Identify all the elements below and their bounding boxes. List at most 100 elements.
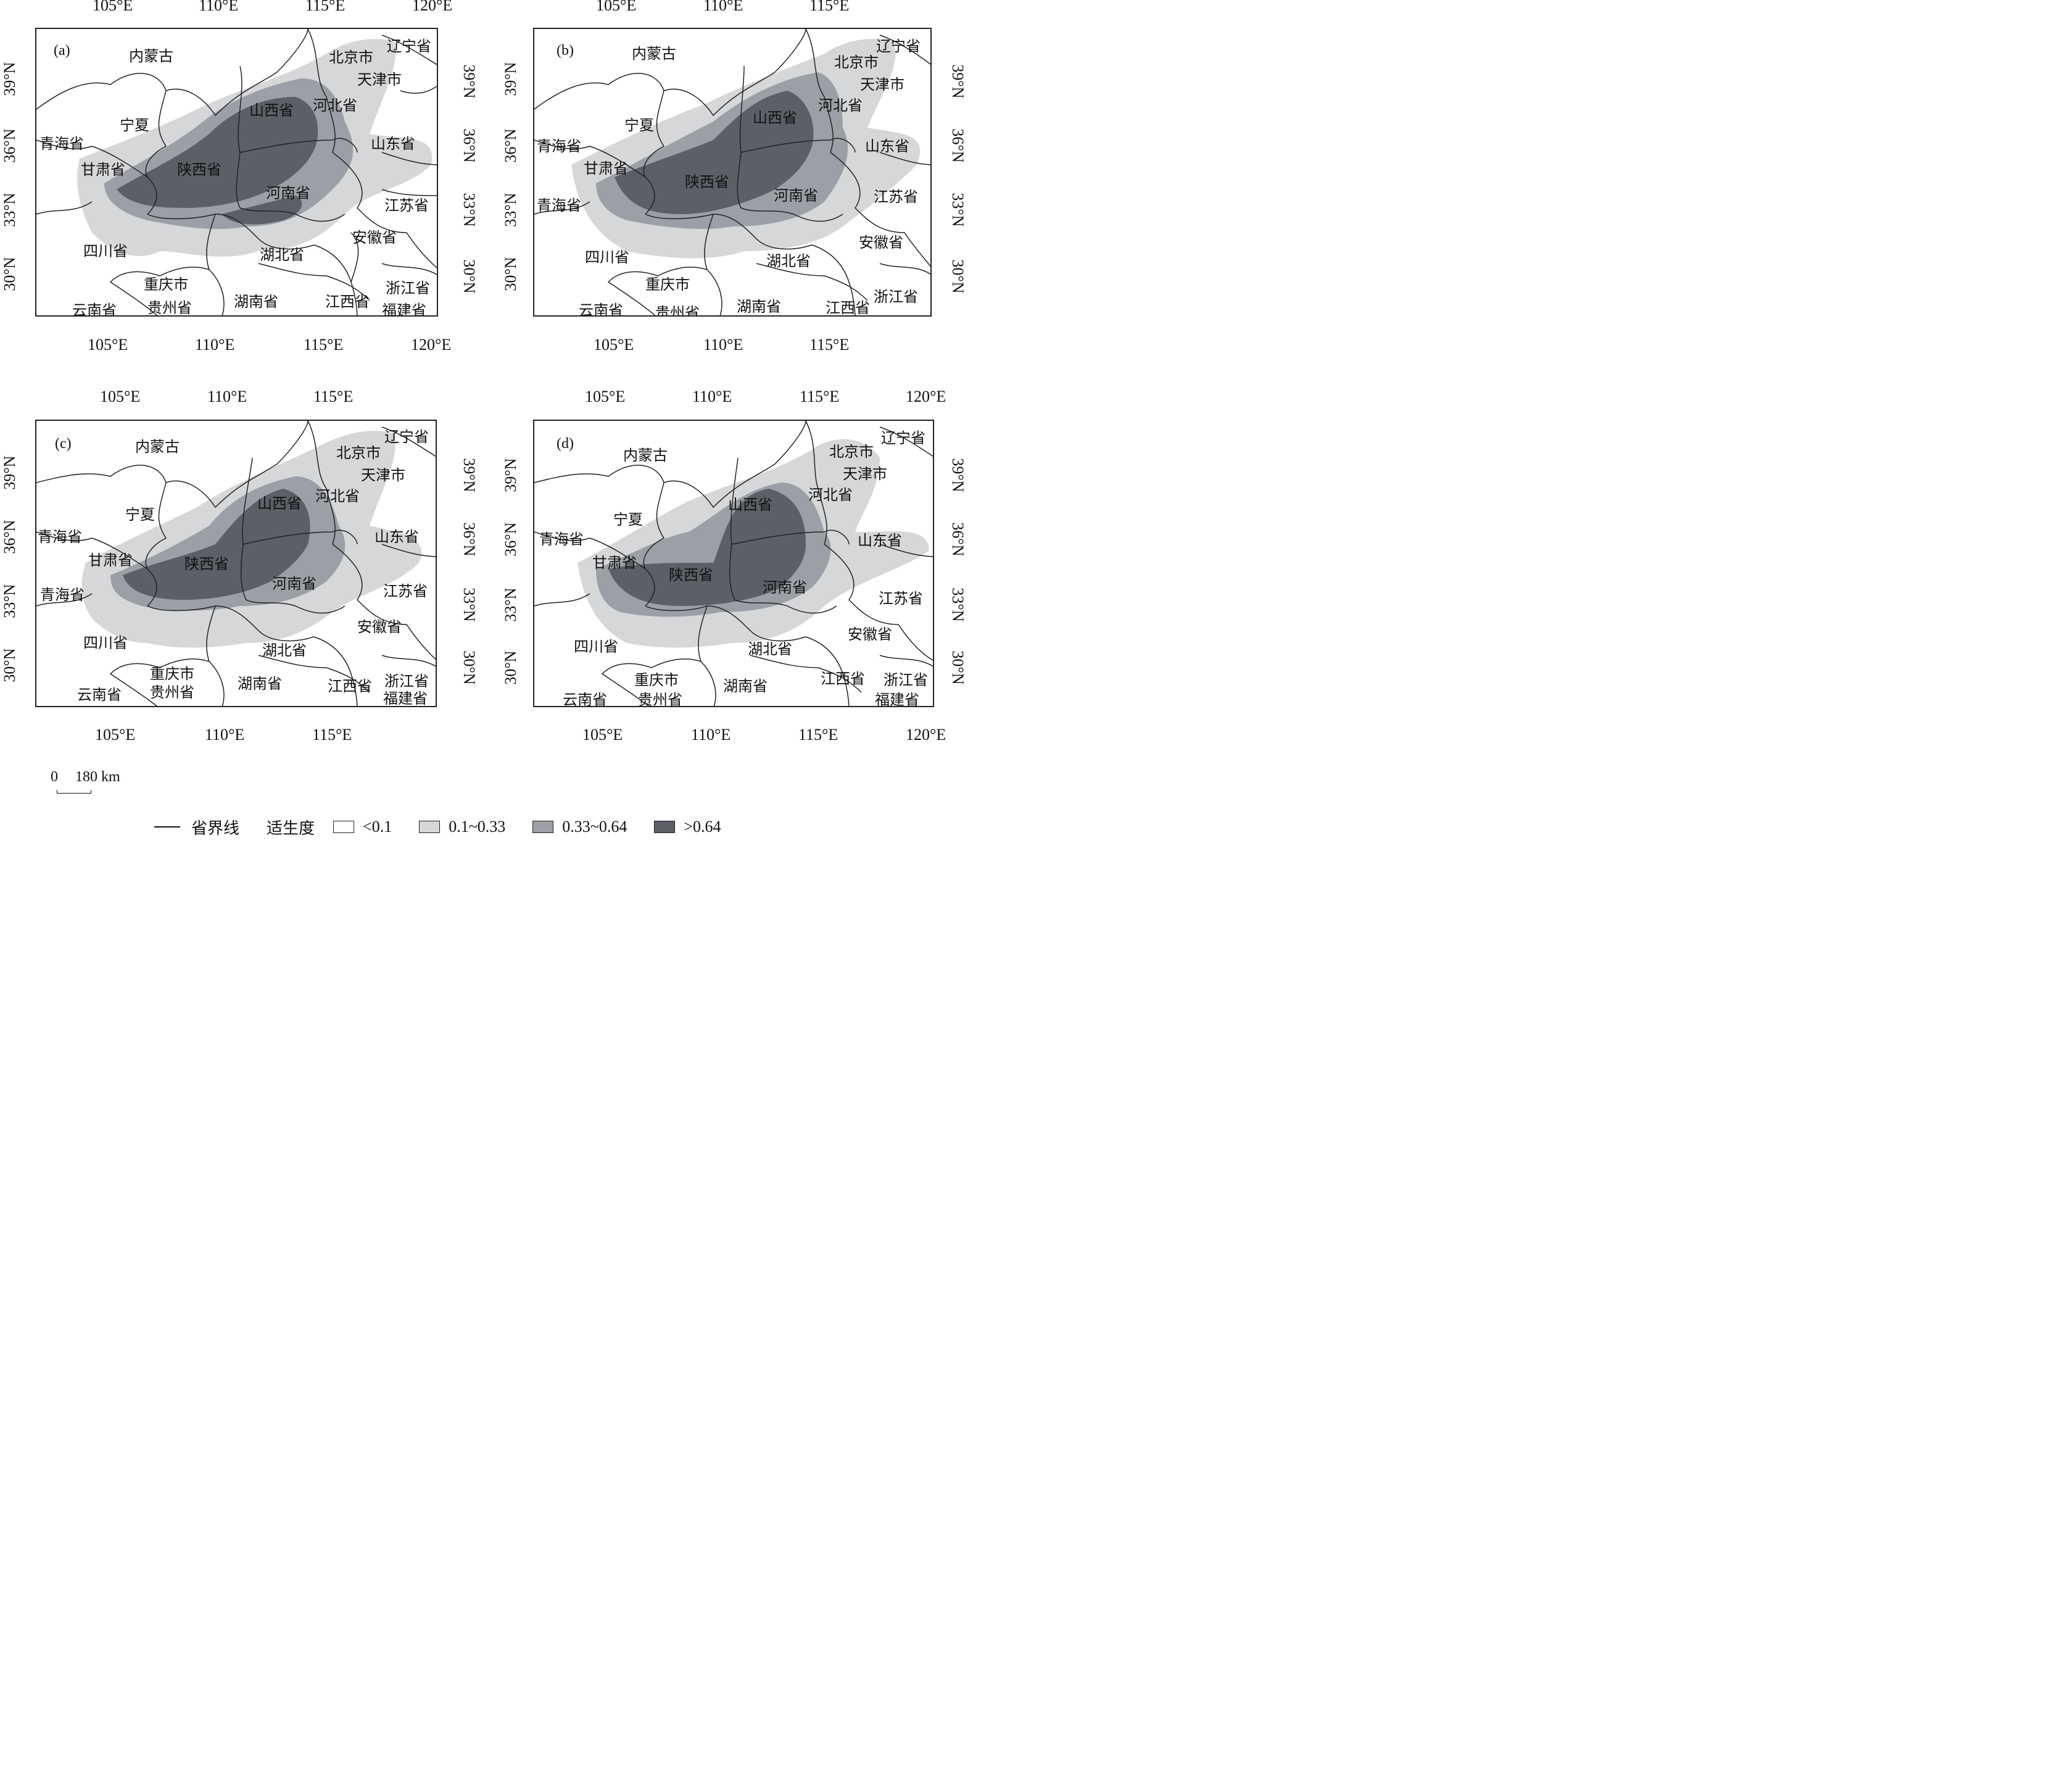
suitability-map [36, 421, 436, 706]
region-label: 青海省 [539, 532, 584, 548]
bottom-tick: 105°E [594, 336, 634, 354]
legend-swatch-low [333, 821, 355, 833]
legend-swatch-light [419, 821, 441, 833]
region-label: 山西省 [257, 496, 302, 512]
region-label: 四川省 [83, 244, 128, 260]
panel-id: (a) [54, 43, 70, 59]
right-tick: 39°N [460, 64, 478, 99]
bottom-tick: 115°E [304, 336, 344, 354]
left-tick: 33°N [502, 587, 520, 622]
left-tick: 33°N [1, 584, 19, 618]
region-label: 浙江省 [384, 674, 429, 690]
region-label: 江苏省 [384, 198, 429, 214]
right-tick: 30°N [460, 650, 478, 685]
region-label: 辽宁省 [387, 39, 431, 55]
top-tick: 115°E [313, 388, 354, 405]
panel-id: (d) [557, 436, 574, 452]
region-label: 青海省 [38, 529, 82, 545]
region-label: 福建省 [875, 692, 919, 707]
region-label: 辽宁省 [876, 39, 921, 55]
region-label: 甘肃省 [592, 555, 637, 571]
map-frame: (a) 内蒙古 北京市 辽宁省 天津市 宁夏 山西省 河北省 青海省 甘肃省 陕… [35, 28, 438, 317]
bottom-tick: 110°E [703, 336, 743, 354]
top-tick: 115°E [809, 0, 850, 14]
region-label: 辽宁省 [384, 429, 429, 446]
right-tick: 36°N [460, 522, 478, 557]
top-tick: 110°E [703, 0, 743, 14]
region-label: 山西省 [249, 103, 294, 119]
left-tick: 36°N [502, 522, 520, 557]
panel-id: (b) [557, 43, 574, 59]
region-label: 重庆市 [634, 673, 679, 689]
top-tick: 120°E [906, 388, 946, 405]
left-tick: 30°N [502, 257, 520, 291]
region-label: 江西省 [328, 679, 372, 695]
region-label: 江西省 [325, 294, 370, 310]
scale-distance: 180 km [75, 769, 120, 785]
region-label: 湖北省 [262, 643, 307, 659]
region-label: 天津市 [361, 468, 405, 484]
legend-boundary-label: 省界线 [191, 819, 240, 837]
region-label: 山东省 [865, 139, 909, 155]
region-label: 河南省 [774, 188, 818, 204]
left-tick: 39°N [502, 62, 520, 96]
region-label: 云南省 [72, 303, 117, 317]
right-tick: 30°N [949, 259, 967, 294]
region-label: 宁夏 [125, 507, 155, 523]
top-tick: 105°E [100, 388, 141, 405]
top-tick: 105°E [93, 0, 133, 14]
region-label: 贵州省 [638, 692, 682, 707]
region-label: 福建省 [383, 691, 428, 707]
region-label: 重庆市 [144, 277, 188, 293]
bottom-tick: 105°E [582, 726, 623, 744]
region-label: 贵州省 [655, 305, 700, 317]
legend-class-label: >0.64 [684, 818, 721, 836]
bottom-tick: 115°E [312, 726, 352, 744]
region-label: 湖南省 [737, 299, 781, 315]
region-label: 浙江省 [874, 289, 918, 305]
scale-bar-line [57, 790, 91, 794]
left-tick: 36°N [1, 520, 19, 554]
right-tick: 39°N [949, 458, 967, 492]
left-tick: 36°N [1, 128, 19, 163]
region-label: 宁夏 [120, 118, 149, 134]
region-label: 河北省 [313, 98, 357, 114]
region-label: 河南省 [763, 580, 807, 596]
bottom-tick: 105°E [95, 726, 136, 744]
region-label: 内蒙古 [632, 46, 676, 62]
bottom-tick: 110°E [205, 726, 245, 744]
left-tick: 36°N [502, 128, 520, 163]
region-label: 山东省 [375, 529, 419, 545]
region-label: 北京市 [834, 55, 879, 71]
region-label: 北京市 [329, 50, 373, 66]
map-frame: (c) 内蒙古 辽宁省 北京市 天津市 山西省 河北省 宁夏 青海省 山东省 甘… [35, 420, 437, 707]
region-label: 云南省 [77, 687, 122, 703]
region-label: 青海省 [537, 139, 581, 155]
region-label: 贵州省 [150, 685, 194, 701]
region-label: 浙江省 [884, 673, 928, 689]
region-label: 山西省 [753, 110, 797, 127]
right-tick: 36°N [949, 522, 967, 557]
suitability-map [534, 29, 930, 315]
legend: 省界线 适生度 <0.1 0.1~0.33 0.33~0.64 >0.64 [154, 816, 721, 838]
region-label: 山东省 [371, 136, 415, 152]
scale-zero: 0 [51, 769, 58, 785]
region-label: 宁夏 [613, 512, 643, 528]
left-tick: 30°N [1, 257, 19, 291]
region-label: 河北省 [315, 489, 360, 505]
region-label: 内蒙古 [135, 439, 180, 455]
region-label: 天津市 [860, 77, 905, 93]
region-label: 四川省 [574, 639, 618, 655]
region-label: 河北省 [818, 98, 863, 114]
region-label: 青海省 [40, 587, 85, 604]
right-tick: 33°N [460, 193, 478, 227]
scale-bar: 0 180 km [51, 769, 120, 786]
region-label: 陕西省 [669, 568, 713, 584]
region-label: 山东省 [858, 533, 902, 549]
top-tick: 115°E [305, 0, 346, 14]
region-label: 浙江省 [386, 281, 430, 297]
region-label: 北京市 [336, 446, 381, 462]
region-label: 安徽省 [352, 230, 397, 246]
region-label: 安徽省 [848, 627, 892, 643]
right-tick: 30°N [460, 259, 478, 294]
